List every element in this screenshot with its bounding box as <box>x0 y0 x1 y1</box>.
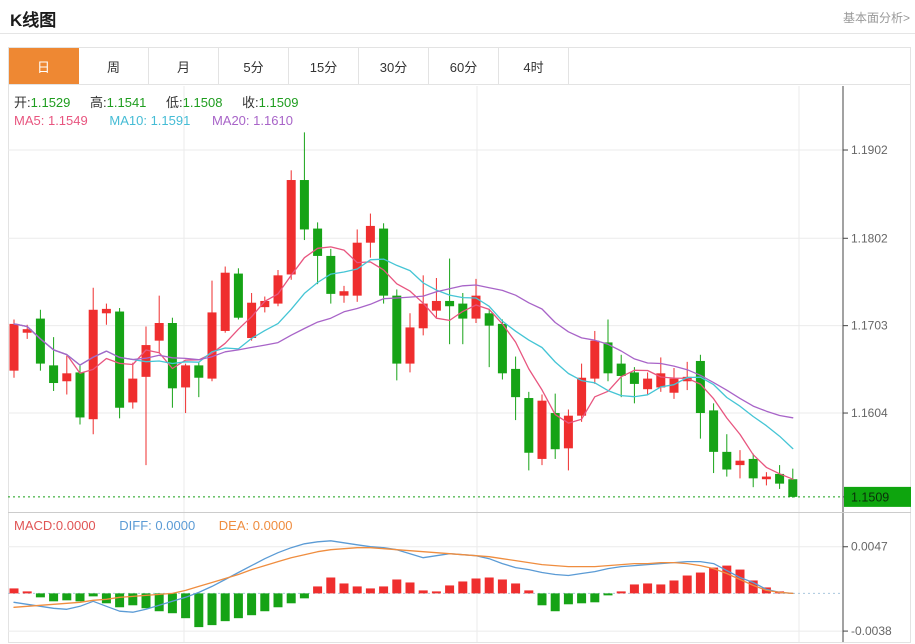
current-price-badge: 1.1509 <box>851 490 889 504</box>
header-divider <box>0 33 915 34</box>
high-value: 1.1541 <box>106 95 147 110</box>
ma-lines <box>13 246 794 480</box>
dea-value: DEA: 0.0000 <box>218 518 293 533</box>
tab-月[interactable]: 月 <box>149 48 219 84</box>
interval-tab-bar: 日周月 5分 15分 30分 60分 4时 <box>8 47 911 85</box>
diff-value: DIFF: 0.0000 <box>119 518 196 533</box>
tab-60分[interactable]: 60分 <box>429 48 499 84</box>
svg-text:1.1604: 1.1604 <box>851 406 888 420</box>
tab-5分[interactable]: 5分 <box>219 48 289 84</box>
tab-30分[interactable]: 30分 <box>359 48 429 84</box>
page-title: K线图 <box>10 11 57 30</box>
low-value: 1.1508 <box>182 95 223 110</box>
svg-text:1.1802: 1.1802 <box>851 231 888 245</box>
svg-text:1.1703: 1.1703 <box>851 319 888 333</box>
ma20-readout: MA20: 1.1610 <box>211 113 293 128</box>
svg-text:-0.0038: -0.0038 <box>851 624 892 638</box>
candles <box>9 132 798 498</box>
macd-readout: MACD:0.0000 DIFF: 0.0000 DEA: 0.0000 <box>14 518 293 533</box>
ohlc-readout: 开:1.1529 高:1.1541 低:1.1508 收:1.1509 <box>14 92 314 111</box>
tab-周[interactable]: 周 <box>79 48 149 84</box>
tab-bar-filler <box>569 48 910 84</box>
macd-value: MACD:0.0000 <box>14 518 96 533</box>
open-value: 1.1529 <box>30 95 71 110</box>
fundamental-analysis-link[interactable]: 基本面分析> <box>842 11 910 25</box>
high-label: 高: <box>90 95 107 110</box>
close-label: 收: <box>242 95 259 110</box>
svg-text:0.0047: 0.0047 <box>851 540 888 554</box>
tab-日[interactable]: 日 <box>9 48 79 84</box>
low-label: 低: <box>166 95 183 110</box>
ma10-readout: MA10: 1.1591 <box>109 113 191 128</box>
svg-text:1.1902: 1.1902 <box>851 143 888 157</box>
close-value: 1.1509 <box>258 95 299 110</box>
tab-15分[interactable]: 15分 <box>289 48 359 84</box>
tab-4时[interactable]: 4时 <box>499 48 569 84</box>
ma-readout: MA5: 1.1549 MA10: 1.1591 MA20: 1.1610 <box>14 113 293 128</box>
macd-panel <box>8 540 843 628</box>
price-axis: 1.1902 1.1802 1.1703 1.1604 0.0047 -0.0038 1.1… <box>8 86 911 642</box>
ma5-readout: MA5: 1.1549 <box>14 113 88 128</box>
open-label: 开: <box>14 95 31 110</box>
